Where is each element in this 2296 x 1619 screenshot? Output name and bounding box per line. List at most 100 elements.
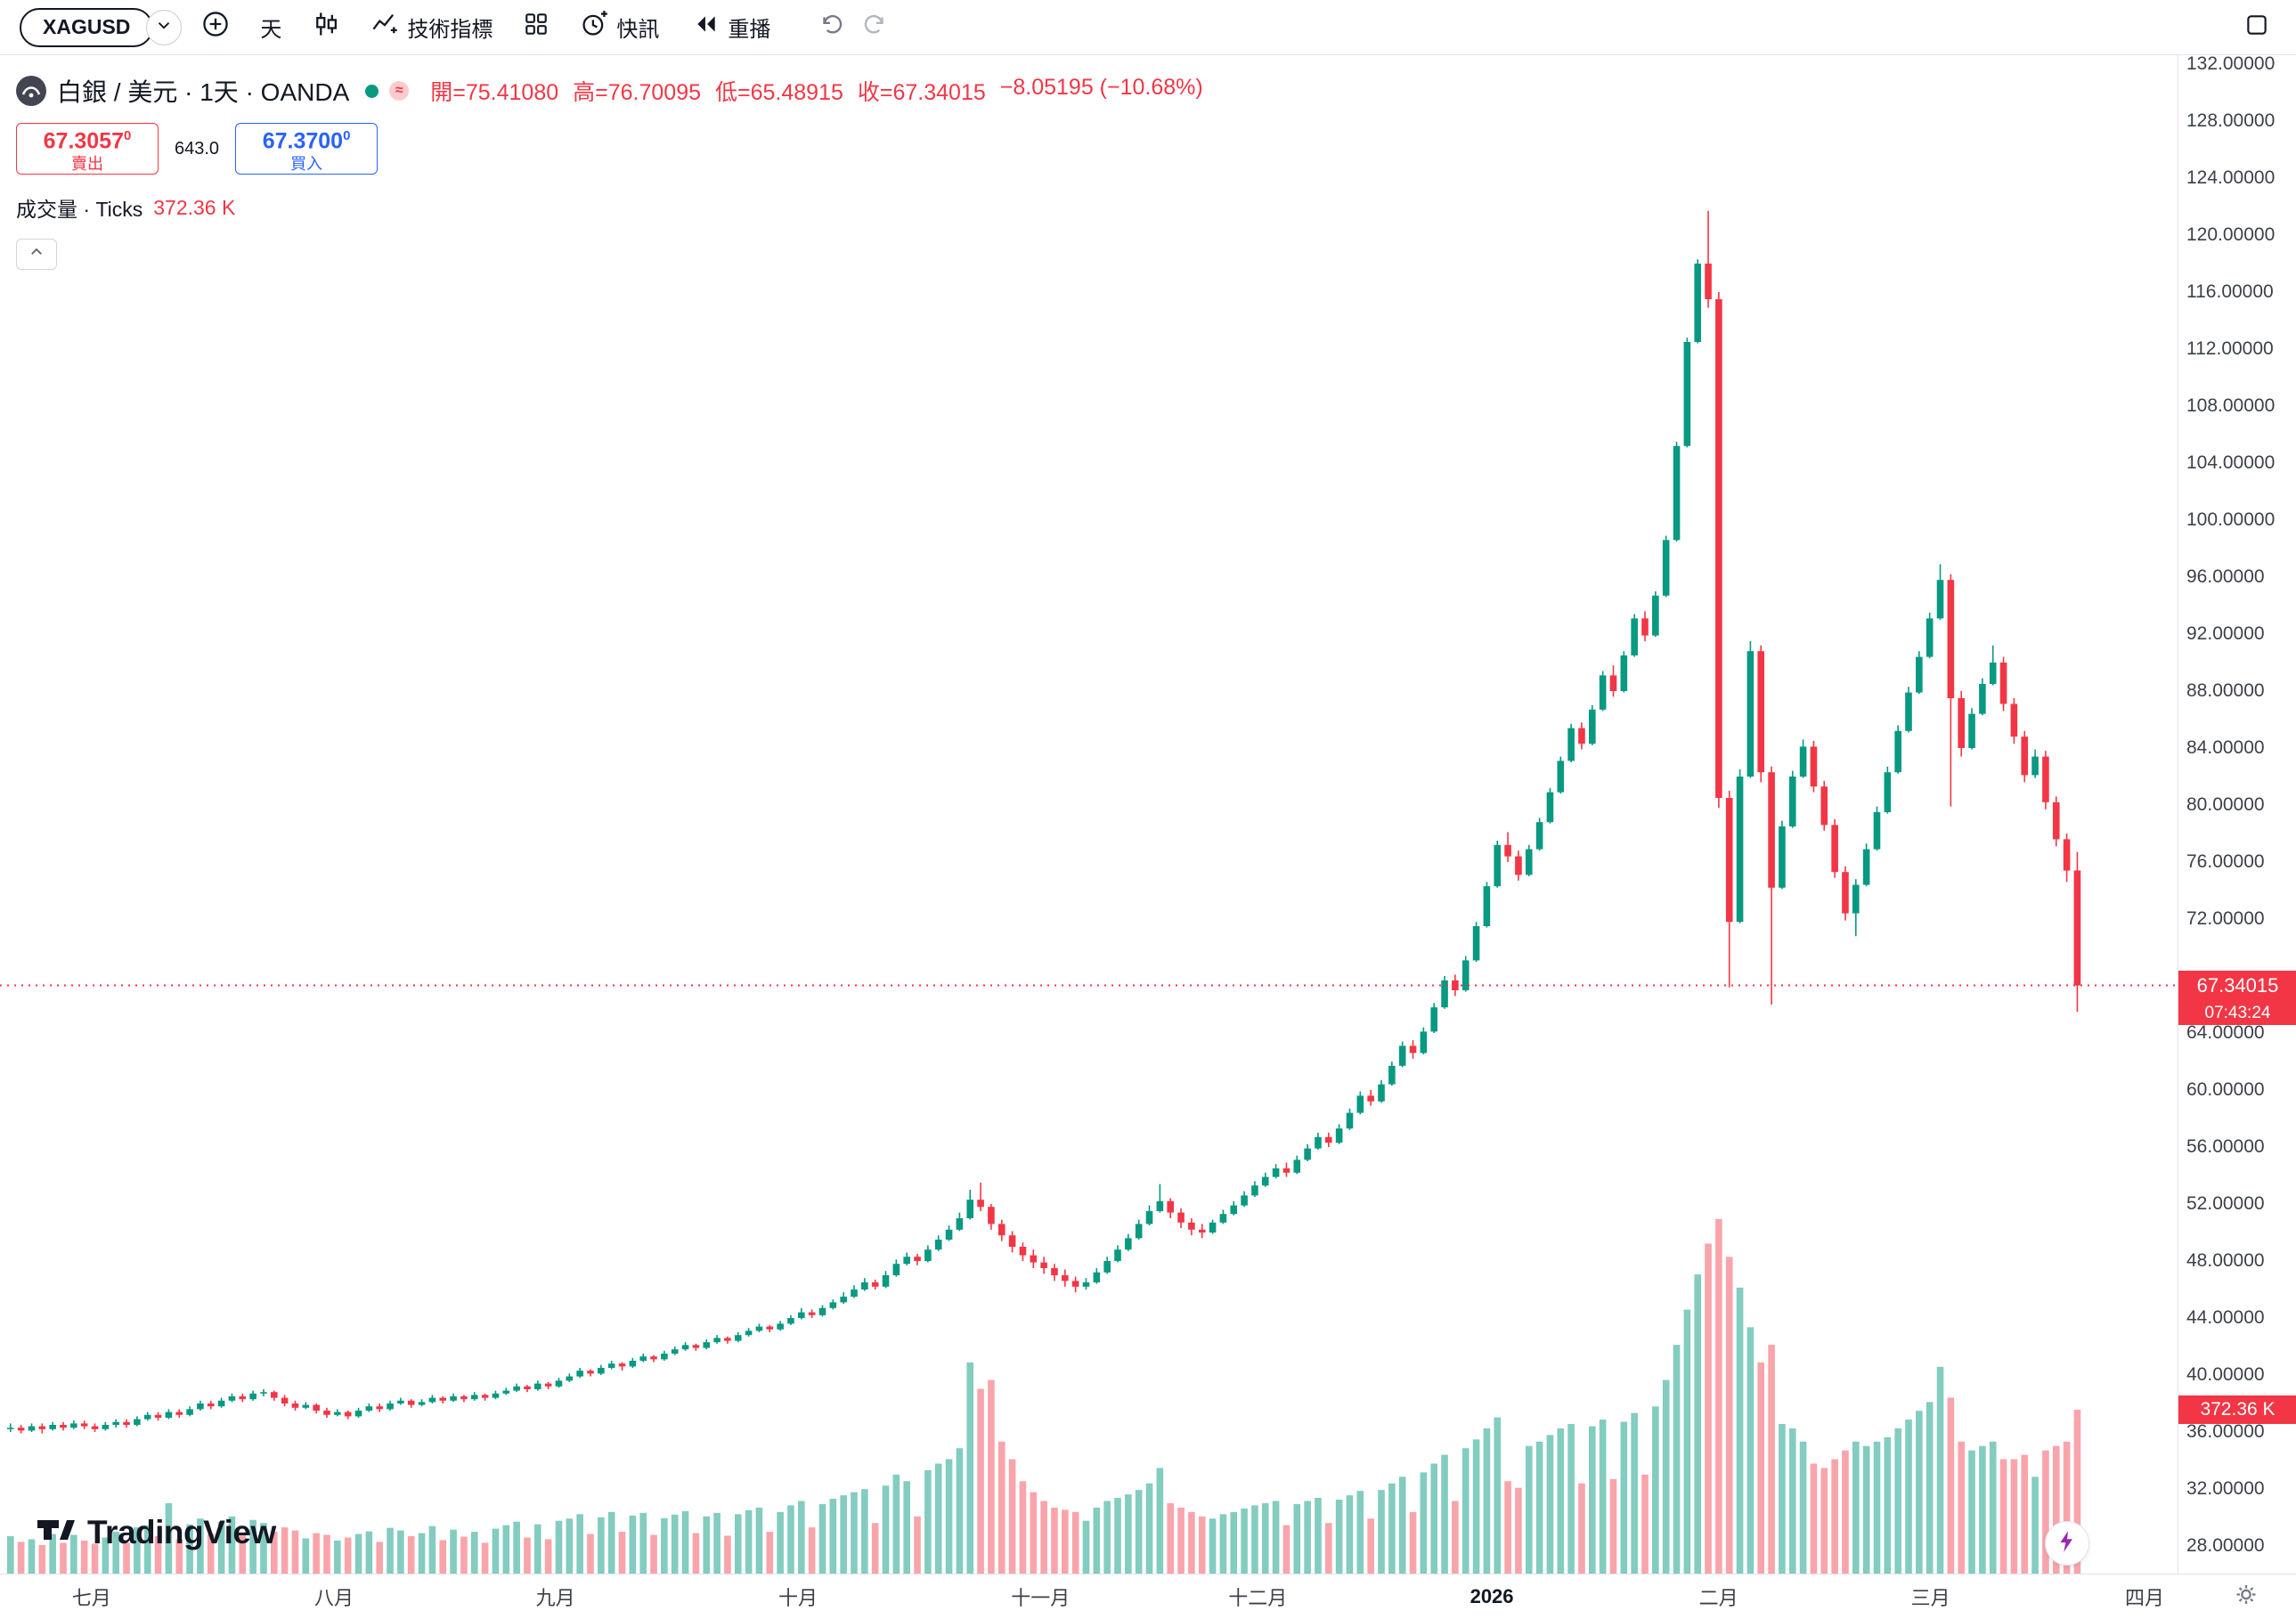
price-axis-label: 88.00000	[2186, 680, 2265, 701]
candle-body	[1272, 1168, 1280, 1177]
candle-body	[1293, 1159, 1301, 1173]
candle-body	[323, 1411, 330, 1415]
candle-body	[1989, 663, 1997, 684]
ohlc-readout: 開=75.41080 高=76.70095 低=65.48915 收=67.34…	[430, 75, 1202, 107]
volume-bar	[1008, 1459, 1016, 1574]
candle-body	[1620, 655, 1628, 691]
volume-bar	[1683, 1309, 1691, 1574]
candle-body	[1378, 1084, 1385, 1102]
flash-button[interactable]	[2045, 1521, 2089, 1566]
candle-body	[1409, 1045, 1417, 1054]
candle-body	[914, 1257, 921, 1261]
fullscreen-button[interactable]	[2237, 8, 2276, 47]
candle-body	[481, 1395, 489, 1398]
layout-grid-button[interactable]	[516, 8, 557, 47]
volume-bar	[1272, 1501, 1280, 1574]
undo-button[interactable]	[811, 8, 851, 47]
time-axis-label: 2026	[1470, 1585, 1514, 1607]
candle-body	[1504, 844, 1511, 857]
candle-body	[650, 1356, 657, 1360]
candle-body	[1999, 663, 2007, 704]
price-axis-label: 92.00000	[2186, 623, 2265, 644]
price-axis[interactable]: 67.34015 07:43:24 372.36 K 132.00000 128.…	[2178, 53, 2296, 1574]
candle-body	[217, 1400, 225, 1407]
time-axis[interactable]: 七月 八月 九月 十月 十一月 十二月 2026 二月 三月 四月	[0, 1574, 2296, 1619]
volume-axis-label: 372.36 K	[2178, 1395, 2296, 1425]
candle-body	[798, 1312, 805, 1318]
volume-bar	[1315, 1498, 1322, 1574]
redo-button[interactable]	[856, 8, 895, 47]
compare-button[interactable]	[194, 8, 237, 47]
chart-style-button[interactable]	[305, 8, 347, 47]
buy-button[interactable]: 67.37000 買入	[235, 123, 379, 175]
volume-bar	[892, 1474, 900, 1574]
trade-panel: 67.30570 賣出 643.0 67.37000 買入	[16, 123, 1203, 175]
axis-settings-gear-icon[interactable]	[2234, 1582, 2259, 1612]
volume-bar	[1779, 1424, 1786, 1574]
delayed-data-icon[interactable]: ≈	[389, 81, 410, 101]
candle-body	[1071, 1281, 1079, 1287]
volume-bar	[997, 1441, 1006, 1574]
candle-body	[598, 1368, 605, 1374]
volume-bar	[7, 1536, 14, 1574]
alert-button[interactable]: 快訊	[569, 8, 670, 47]
volume-bar	[1968, 1450, 1975, 1574]
volume-bar	[91, 1543, 99, 1574]
symbol-title[interactable]: 白銀 / 美元 · 1天 · OANDA	[57, 78, 350, 106]
alert-label: 快訊	[616, 18, 660, 42]
candle-body	[334, 1412, 341, 1415]
volume-bar	[2063, 1441, 2071, 1574]
price-axis-label: 128.00000	[2186, 110, 2276, 131]
candle-body	[239, 1396, 247, 1400]
candle-body	[1599, 675, 1607, 710]
candle-body	[924, 1249, 932, 1261]
volume-bar	[1304, 1501, 1311, 1574]
candle-body	[1219, 1214, 1227, 1223]
collapse-legend-button[interactable]	[16, 239, 57, 270]
replay-button[interactable]: 重播	[682, 8, 781, 47]
candle-body	[407, 1400, 415, 1405]
candle-body	[1282, 1168, 1290, 1173]
candlestick-chart[interactable]	[0, 55, 2178, 1574]
volume-bar	[2042, 1450, 2049, 1574]
close-value: 收=67.34015	[857, 80, 986, 105]
market-status-icon[interactable]	[365, 84, 379, 98]
candle-body	[945, 1229, 953, 1240]
symbol-button[interactable]: XAGUSD	[20, 7, 154, 47]
candle-body	[134, 1419, 141, 1425]
volume-bar	[460, 1536, 468, 1574]
candle-body	[470, 1395, 478, 1400]
interval-button[interactable]: 天	[249, 8, 292, 47]
candle-body	[966, 1200, 974, 1218]
volume-bar	[154, 1536, 162, 1574]
candle-body	[123, 1421, 130, 1425]
volume-bar	[1852, 1441, 1860, 1574]
volume-bar	[1398, 1477, 1406, 1574]
price-axis-label: 52.00000	[2186, 1193, 2265, 1214]
candle-body	[1472, 926, 1480, 961]
price-axis-label: 64.00000	[2186, 1022, 2265, 1043]
interval-label: 天	[260, 18, 282, 42]
candle-body	[777, 1323, 784, 1330]
price-axis-label: 28.00000	[2186, 1535, 2265, 1556]
candle-body	[903, 1257, 910, 1265]
volume-bar	[1905, 1420, 1912, 1574]
volume-bar	[977, 1388, 984, 1574]
candle-body	[2063, 839, 2071, 871]
indicators-button[interactable]: 技術指標	[360, 8, 503, 47]
volume-bar	[470, 1532, 478, 1574]
volume-bar	[1483, 1428, 1491, 1574]
tradingview-logo[interactable]: TradingView	[34, 1509, 276, 1555]
candle-body	[1114, 1249, 1121, 1261]
volume-bar	[734, 1514, 742, 1574]
candle-body	[734, 1335, 742, 1341]
candle-body	[681, 1345, 689, 1350]
candle-body	[502, 1390, 510, 1394]
symbol-switch-button[interactable]	[146, 9, 183, 45]
volume-bar	[639, 1512, 647, 1574]
sell-button[interactable]: 67.30570 賣出	[16, 123, 159, 175]
volume-bar	[1842, 1450, 1849, 1574]
candle-body	[534, 1383, 541, 1389]
candle-body	[566, 1376, 574, 1381]
high-value: 高=76.70095	[573, 80, 701, 105]
